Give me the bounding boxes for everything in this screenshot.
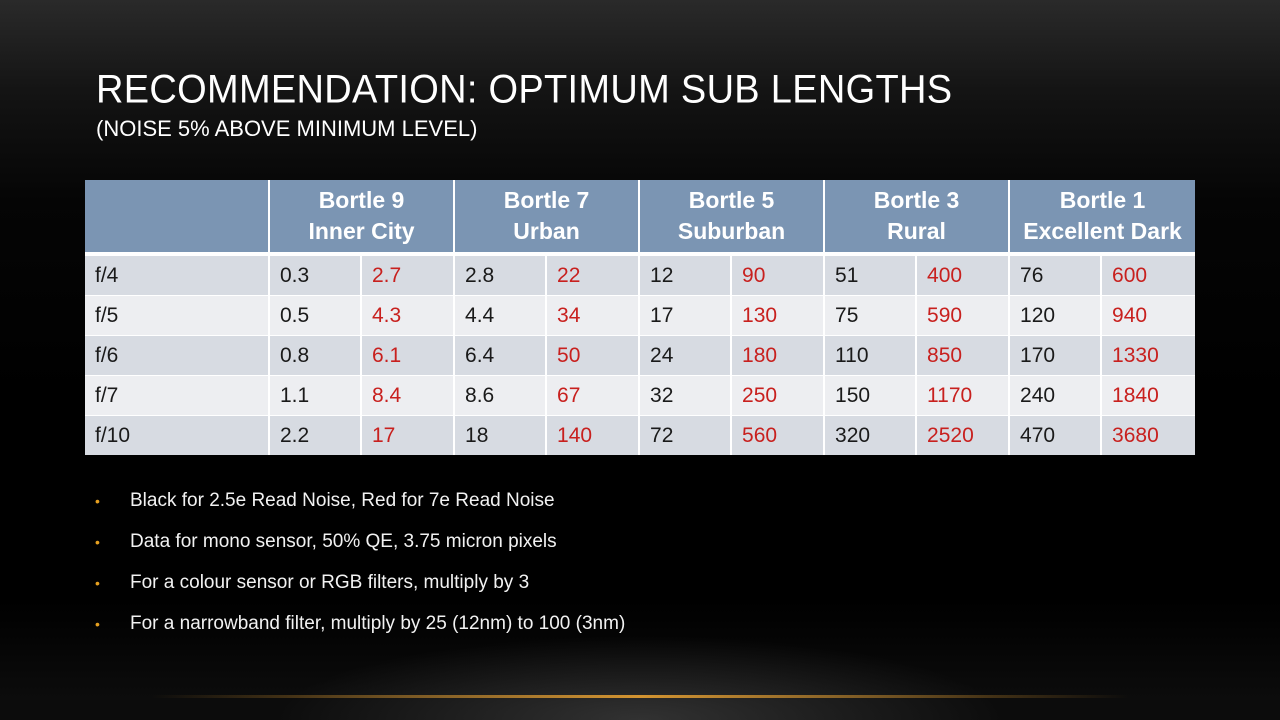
bullet-icon: • <box>95 616 100 632</box>
value-cell-red: 6.1 <box>361 335 456 376</box>
value-cell-red: 850 <box>916 335 1011 376</box>
bullet-icon: • <box>95 493 100 509</box>
value-cell-red: 1840 <box>1101 375 1196 416</box>
value-cell-black: 72 <box>639 415 733 455</box>
header-bortle-3: Bortle 3 Rural <box>824 180 1011 256</box>
value-cell-black: 18 <box>454 415 548 455</box>
header-bortle-9: Bortle 9 Inner City <box>269 180 456 256</box>
value-cell-red: 1170 <box>916 375 1011 416</box>
decorative-glow-line <box>150 695 1130 698</box>
sub-length-table: Bortle 9 Inner City Bortle 7 Urban Bortl… <box>85 180 1196 455</box>
row-label: f/6 <box>85 335 270 376</box>
value-cell-black: 24 <box>639 335 733 376</box>
header-line2: Excellent Dark <box>1023 218 1182 244</box>
value-cell-black: 240 <box>1009 375 1103 416</box>
header-line1: Bortle 1 <box>1059 187 1146 213</box>
sub-length-table-wrapper: Bortle 9 Inner City Bortle 7 Urban Bortl… <box>85 180 1196 455</box>
value-cell-red: 250 <box>731 375 826 416</box>
value-cell-red: 400 <box>916 253 1011 296</box>
header-line2: Urban <box>513 218 580 244</box>
notes-list: • Black for 2.5e Read Noise, Red for 7e … <box>95 488 625 652</box>
header-line1: Bortle 7 <box>503 187 590 213</box>
slide-subtitle: (NOISE 5% ABOVE MINIMUM LEVEL) <box>96 116 478 141</box>
value-cell-black: 2.2 <box>269 415 362 455</box>
value-cell-red: 1330 <box>1101 335 1196 376</box>
header-bortle-5: Bortle 5 Suburban <box>639 180 826 256</box>
header-line2: Inner City <box>308 218 415 244</box>
note-text: Black for 2.5e Read Noise, Red for 7e Re… <box>130 490 555 511</box>
note-text: For a narrowband filter, multiply by 25 … <box>130 613 626 634</box>
value-cell-red: 67 <box>546 375 641 416</box>
value-cell-black: 110 <box>824 335 918 376</box>
row-label: f/7 <box>85 375 270 416</box>
bullet-icon: • <box>95 534 100 550</box>
value-cell-black: 150 <box>824 375 918 416</box>
header-bortle-1: Bortle 1 Excellent Dark <box>1009 180 1196 256</box>
value-cell-red: 2520 <box>916 415 1011 455</box>
header-line2: Suburban <box>677 218 786 244</box>
value-cell-black: 0.8 <box>269 335 362 376</box>
value-cell-red: 8.4 <box>361 375 456 416</box>
value-cell-black: 0.5 <box>269 295 362 336</box>
header-bortle-7: Bortle 7 Urban <box>454 180 641 256</box>
list-item: • Data for mono sensor, 50% QE, 3.75 mic… <box>95 529 625 570</box>
value-cell-red: 560 <box>731 415 826 455</box>
value-cell-black: 170 <box>1009 335 1103 376</box>
table-row: f/4 0.3 2.7 2.8 22 12 90 51 400 76 600 <box>85 253 1196 296</box>
row-label: f/5 <box>85 295 270 336</box>
header-line1: Bortle 9 <box>318 187 405 213</box>
value-cell-red: 940 <box>1101 295 1196 336</box>
bullet-icon: • <box>95 575 100 591</box>
value-cell-black: 1.1 <box>269 375 362 416</box>
row-label: f/10 <box>85 415 270 455</box>
list-item: • For a narrowband filter, multiply by 2… <box>95 611 625 652</box>
value-cell-black: 32 <box>639 375 733 416</box>
value-cell-red: 34 <box>546 295 641 336</box>
header-line1: Bortle 5 <box>688 187 775 213</box>
list-item: • Black for 2.5e Read Noise, Red for 7e … <box>95 488 625 529</box>
value-cell-black: 2.8 <box>454 253 548 296</box>
value-cell-red: 50 <box>546 335 641 376</box>
value-cell-black: 76 <box>1009 253 1103 296</box>
value-cell-black: 320 <box>824 415 918 455</box>
value-cell-black: 51 <box>824 253 918 296</box>
table-row: f/7 1.1 8.4 8.6 67 32 250 150 1170 240 1… <box>85 375 1196 416</box>
row-label: f/4 <box>85 253 270 296</box>
table-row: f/5 0.5 4.3 4.4 34 17 130 75 590 120 940 <box>85 295 1196 336</box>
value-cell-red: 4.3 <box>361 295 456 336</box>
value-cell-black: 6.4 <box>454 335 548 376</box>
table-header-row: Bortle 9 Inner City Bortle 7 Urban Bortl… <box>85 180 1196 256</box>
value-cell-red: 130 <box>731 295 826 336</box>
header-corner <box>85 180 270 256</box>
table-row: f/6 0.8 6.1 6.4 50 24 180 110 850 170 13… <box>85 335 1196 376</box>
note-text: Data for mono sensor, 50% QE, 3.75 micro… <box>130 531 557 552</box>
value-cell-black: 12 <box>639 253 733 296</box>
value-cell-red: 590 <box>916 295 1011 336</box>
value-cell-black: 17 <box>639 295 733 336</box>
value-cell-red: 90 <box>731 253 826 296</box>
value-cell-black: 120 <box>1009 295 1103 336</box>
value-cell-red: 600 <box>1101 253 1196 296</box>
table-row: f/10 2.2 17 18 140 72 560 320 2520 470 3… <box>85 415 1196 455</box>
value-cell-black: 0.3 <box>269 253 362 296</box>
header-line1: Bortle 3 <box>873 187 960 213</box>
value-cell-red: 17 <box>361 415 456 455</box>
value-cell-red: 22 <box>546 253 641 296</box>
header-line2: Rural <box>887 218 946 244</box>
value-cell-black: 8.6 <box>454 375 548 416</box>
list-item: • For a colour sensor or RGB filters, mu… <box>95 570 625 611</box>
note-text: For a colour sensor or RGB filters, mult… <box>130 572 530 593</box>
value-cell-red: 140 <box>546 415 641 455</box>
value-cell-black: 4.4 <box>454 295 548 336</box>
value-cell-red: 180 <box>731 335 826 376</box>
value-cell-red: 3680 <box>1101 415 1196 455</box>
value-cell-red: 2.7 <box>361 253 456 296</box>
value-cell-black: 75 <box>824 295 918 336</box>
value-cell-black: 470 <box>1009 415 1103 455</box>
slide-title: RECOMMENDATION: OPTIMUM SUB LENGTHS <box>96 68 953 113</box>
